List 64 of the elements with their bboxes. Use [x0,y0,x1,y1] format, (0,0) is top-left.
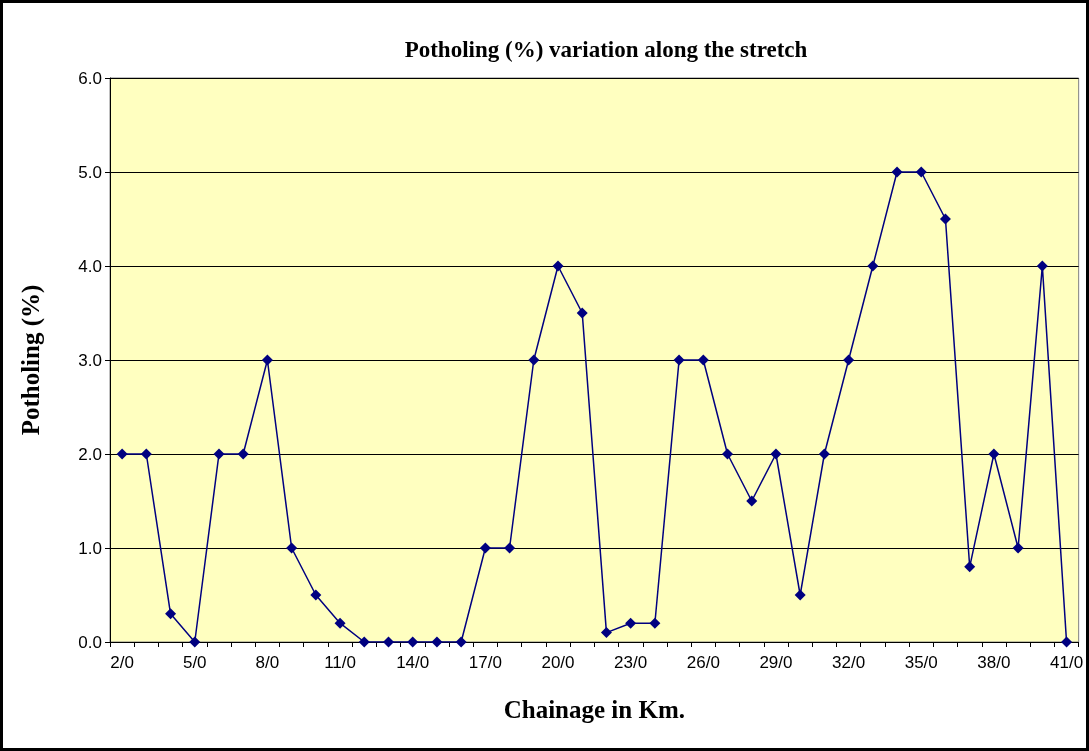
point [334,617,346,629]
x-tick-label: 35/0 [904,653,938,672]
x-tick-label: 11/0 [324,653,356,672]
point [140,448,152,460]
point [165,608,177,620]
point [479,542,491,554]
point [261,354,273,366]
point [431,636,443,648]
x-tick-label: 5/0 [182,653,207,672]
x-tick-label: 8/0 [255,653,280,672]
x-tick-label: 38/0 [977,653,1011,672]
x-axis-title: Chainage in Km. [503,696,685,723]
x-tick-label: 41/0 [1050,653,1084,672]
y-tick-label: 0.0 [78,632,102,652]
x-tick-label: 32/0 [832,653,866,672]
point [552,260,564,272]
point [310,589,322,601]
point [455,636,467,648]
point [939,213,951,225]
x-tick-label: 2/0 [110,653,134,672]
point [625,617,637,629]
point [1012,542,1024,554]
point [867,260,879,272]
point [964,561,976,573]
x-tick-label: 23/0 [614,653,648,672]
point [722,448,734,460]
point [504,542,516,554]
point [770,448,782,460]
x-tick-label: 20/0 [541,653,575,672]
point [988,448,1000,460]
y-tick-label: 5.0 [78,162,102,182]
point [649,617,661,629]
y-tick-label: 4.0 [78,256,102,276]
point [407,636,419,648]
point [116,448,128,460]
y-tick-label: 2.0 [78,444,102,464]
point [1036,260,1048,272]
point [600,627,612,639]
point [1061,636,1073,648]
point [213,448,225,460]
x-tick-label: 14/0 [396,653,430,672]
point [818,448,830,460]
y-tick-label: 6.0 [78,68,102,88]
point [915,166,927,178]
point [697,354,709,366]
point [843,354,855,366]
point [673,354,685,366]
point [358,636,370,648]
x-tick-label: 29/0 [759,653,793,672]
y-tick-label: 3.0 [78,350,102,370]
point [576,307,588,319]
y-tick-label: 1.0 [78,538,102,558]
point [528,354,540,366]
point [891,166,903,178]
y-axis-title: Potholing (%) [17,284,45,436]
x-tick-label: 26/0 [686,653,720,672]
point [382,636,394,648]
point [189,636,201,648]
chart-title: Potholing (%) variation along the stretch [404,37,808,62]
point [794,589,806,601]
x-tick-label: 17/0 [468,653,502,672]
point [746,495,758,507]
point [237,448,249,460]
point [286,542,298,554]
